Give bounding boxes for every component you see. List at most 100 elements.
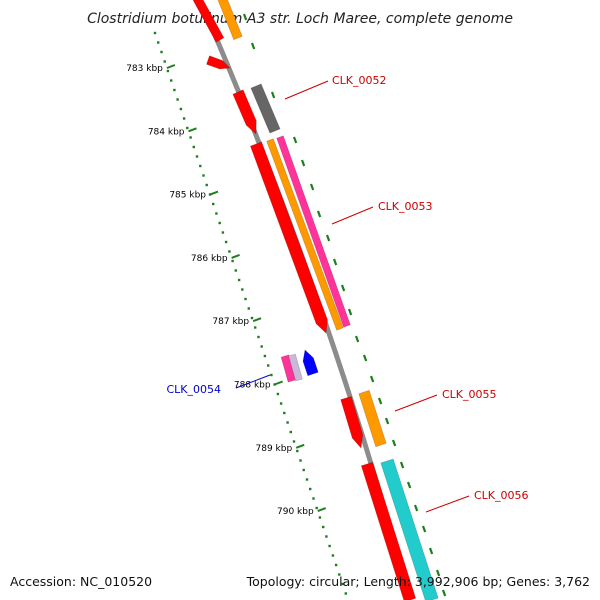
- track-dash: [250, 42, 256, 50]
- gene-orange-0055: [358, 389, 387, 448]
- ruler-dot: [289, 430, 292, 434]
- track-dash: [300, 159, 306, 167]
- ruler-dot: [276, 392, 280, 396]
- ruler-tick-label: 790 kbp: [277, 507, 314, 517]
- ruler-dot: [344, 592, 347, 595]
- ruler-dot: [170, 79, 173, 82]
- ruler-dot: [157, 41, 160, 44]
- ruler-tick: [295, 443, 305, 449]
- ruler-tick: [274, 380, 283, 386]
- ruler-dot: [215, 212, 218, 215]
- ruler-dot: [163, 60, 166, 63]
- ruler-dot: [254, 326, 257, 329]
- ruler-dot: [296, 449, 299, 453]
- ruler-dot: [334, 563, 338, 567]
- track-dash: [347, 308, 353, 316]
- gene-magenta-0053: [276, 135, 351, 328]
- topology-text: Topology: circular; Length: 3,992,906 bp…: [246, 574, 590, 589]
- gene-label: CLK_0053: [378, 200, 433, 213]
- ruler-dot: [292, 440, 296, 443]
- gene-labels: CLK_0052 CLK_0053 CLK_0054 CLK_0055 CLK_0056: [166, 74, 529, 513]
- ruler-dot: [315, 506, 318, 510]
- ruler-dot: [205, 183, 208, 187]
- ruler-dot: [267, 364, 270, 367]
- gene-label-leader: [284, 80, 329, 100]
- ruler-dot: [218, 221, 221, 225]
- ruler-tick-label: 786 kbp: [191, 254, 228, 264]
- track-dash: [325, 234, 331, 242]
- gene-orange-0053: [266, 138, 344, 331]
- track-dash: [354, 335, 360, 343]
- ruler-dot: [182, 117, 186, 120]
- gene-red-arrow-top: [205, 55, 231, 70]
- ruler-dot: [241, 288, 244, 291]
- ruler-dot: [173, 88, 176, 92]
- gene-red-0053: [249, 141, 328, 334]
- gene-red-0055: [340, 395, 364, 449]
- ruler-dot: [312, 497, 315, 500]
- ruler-dot: [286, 421, 289, 424]
- gene-label-leader: [425, 495, 470, 513]
- ruler-tick-label: 788 kbp: [234, 381, 271, 391]
- ruler-dot: [263, 354, 267, 358]
- track-dash: [384, 417, 390, 425]
- track-dash: [316, 210, 322, 218]
- track-dash: [441, 589, 447, 597]
- ruler-dot: [279, 402, 283, 405]
- ruler-dot: [331, 554, 335, 557]
- gene-features: [192, 0, 447, 600]
- track-dash: [435, 569, 441, 577]
- ruler-dot: [299, 459, 302, 462]
- gene-label: CLK_0055: [442, 388, 497, 401]
- ruler-dot: [228, 250, 231, 253]
- ruler-dot: [221, 231, 225, 234]
- gene-red-0052: [232, 89, 257, 135]
- gene-label-leader: [331, 206, 374, 225]
- track-dash: [242, 13, 248, 21]
- track-dash: [270, 91, 276, 99]
- gene-grey-0052: [250, 83, 281, 134]
- ruler-dot: [179, 107, 183, 111]
- track-dash: [413, 504, 419, 512]
- accession-text: Accession: NC_010520: [10, 574, 153, 589]
- ruler-dot: [309, 487, 312, 491]
- track-dash: [340, 284, 346, 292]
- track-dash: [406, 481, 412, 489]
- ruler-dot: [322, 525, 325, 529]
- ruler-tick-label: 783 kbp: [126, 64, 163, 74]
- ruler-tick: [209, 190, 219, 196]
- ruler-dot: [160, 50, 163, 54]
- gene-label: CLK_0056: [474, 489, 529, 502]
- track-dash: [399, 461, 405, 469]
- ruler-tick-label: 785 kbp: [169, 191, 206, 201]
- track-dash: [391, 439, 397, 447]
- gene-label-leader: [394, 394, 438, 412]
- ruler-dot: [302, 468, 305, 472]
- ruler-tick-label: 784 kbp: [148, 127, 185, 137]
- ruler-dot: [234, 269, 237, 272]
- track-dash: [369, 375, 375, 383]
- ruler-dot: [260, 345, 263, 348]
- ruler-dot: [237, 278, 241, 282]
- ruler-dot: [153, 31, 157, 35]
- ruler-tick: [231, 253, 240, 259]
- ruler-dot: [250, 316, 254, 320]
- track-dash: [292, 136, 298, 144]
- ruler-dot: [186, 126, 189, 130]
- gene-label: CLK_0052: [332, 74, 387, 87]
- ruler-dot: [195, 155, 199, 158]
- track-dash: [362, 354, 368, 362]
- ruler-dot: [338, 573, 341, 576]
- gene-orange-top: [217, 0, 243, 41]
- map-title: Clostridium botulinum A3 str. Loch Maree…: [87, 11, 513, 27]
- ruler-tick: [188, 127, 197, 133]
- position-ruler: 783 kbp 784 kbp 785 kbp 786 kbp 787 kbp 788 k…: [126, 31, 347, 595]
- track-dash: [377, 397, 383, 405]
- ruler-dot: [244, 297, 247, 301]
- ruler-tick: [166, 64, 176, 69]
- ruler-dot: [318, 516, 322, 519]
- ruler-dot: [192, 145, 195, 149]
- gene-cyan-0056: [380, 458, 439, 600]
- ruler-dot: [325, 535, 328, 538]
- gene-lavender-0054: [288, 353, 303, 382]
